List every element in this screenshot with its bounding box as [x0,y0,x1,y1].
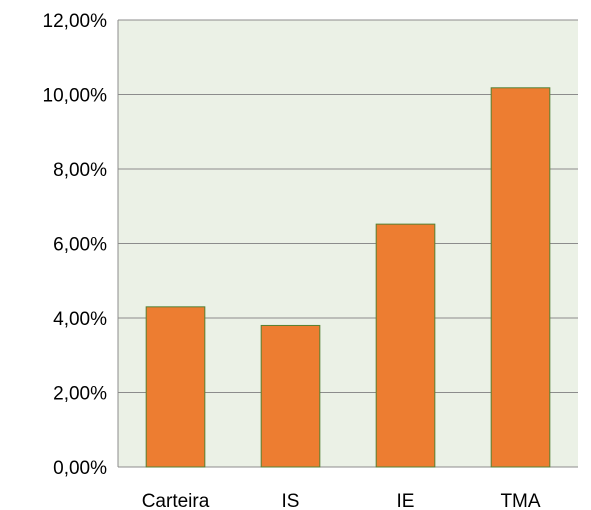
y-tick-label: 2,00% [53,384,107,405]
y-tick-label: 10,00% [43,86,108,107]
x-axis-category-labels: Carteira IS IE TMA [142,491,541,510]
y-tick-label: 0,00% [53,458,107,479]
y-tick-label: 12,00% [43,11,108,32]
x-category-label: IE [397,491,415,510]
x-category-label: TMA [500,491,540,510]
bar-is [260,324,321,468]
bars [145,87,551,468]
x-category-label: IS [282,491,300,510]
bar-tma [490,87,551,468]
y-axis-tick-labels: 0,00% 2,00% 4,00% 6,00% 8,00% 10,00% 12,00% [43,11,108,479]
y-tick-label: 8,00% [53,160,107,181]
y-tick-label: 6,00% [53,235,107,256]
bar-carteira [145,306,206,468]
x-category-label: Carteira [142,491,210,510]
bar-ie [375,223,436,468]
y-tick-label: 4,00% [53,309,107,330]
